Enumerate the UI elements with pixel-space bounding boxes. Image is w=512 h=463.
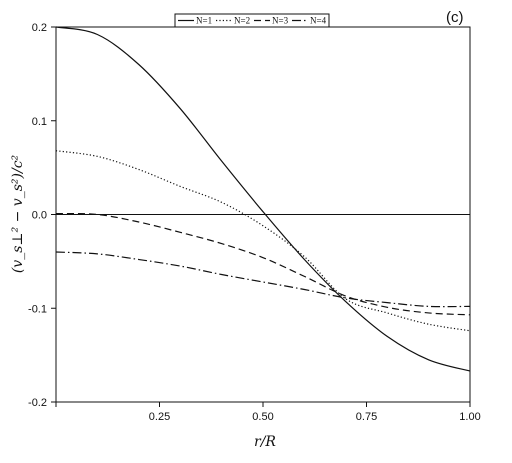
x-tick-label: 0.75 xyxy=(356,411,377,423)
legend-box xyxy=(174,13,330,28)
series-line-n-3 xyxy=(55,212,471,316)
series-line-n-4 xyxy=(55,251,471,308)
legend-entry: N=1 xyxy=(196,16,212,26)
x-tick-label: 1.00 xyxy=(459,411,480,423)
x-tick-label: 0.50 xyxy=(252,411,273,423)
series-line-n-1 xyxy=(55,26,471,372)
y-axis-label: (v_s⊥² − v_s²)/c² xyxy=(10,154,26,273)
y-tick-label: -0.1 xyxy=(28,303,47,315)
x-axis-label: r/R xyxy=(254,434,276,450)
series-line-n-2 xyxy=(55,150,471,332)
y-tick-label: -0.2 xyxy=(28,397,47,409)
legend: N=1 N=2 N=3 N=4 xyxy=(174,13,330,28)
legend-entry: N=2 xyxy=(234,16,250,26)
legend-entry: N=3 xyxy=(272,16,289,26)
legend-entry: N=4 xyxy=(310,16,327,26)
y-tick-label: 0.0 xyxy=(32,210,47,222)
panel-label: (c) xyxy=(446,9,464,26)
y-tick-label: 0.2 xyxy=(32,22,47,34)
y-tick-label: 0.1 xyxy=(32,116,47,128)
x-tick-label: 0.25 xyxy=(149,411,170,423)
